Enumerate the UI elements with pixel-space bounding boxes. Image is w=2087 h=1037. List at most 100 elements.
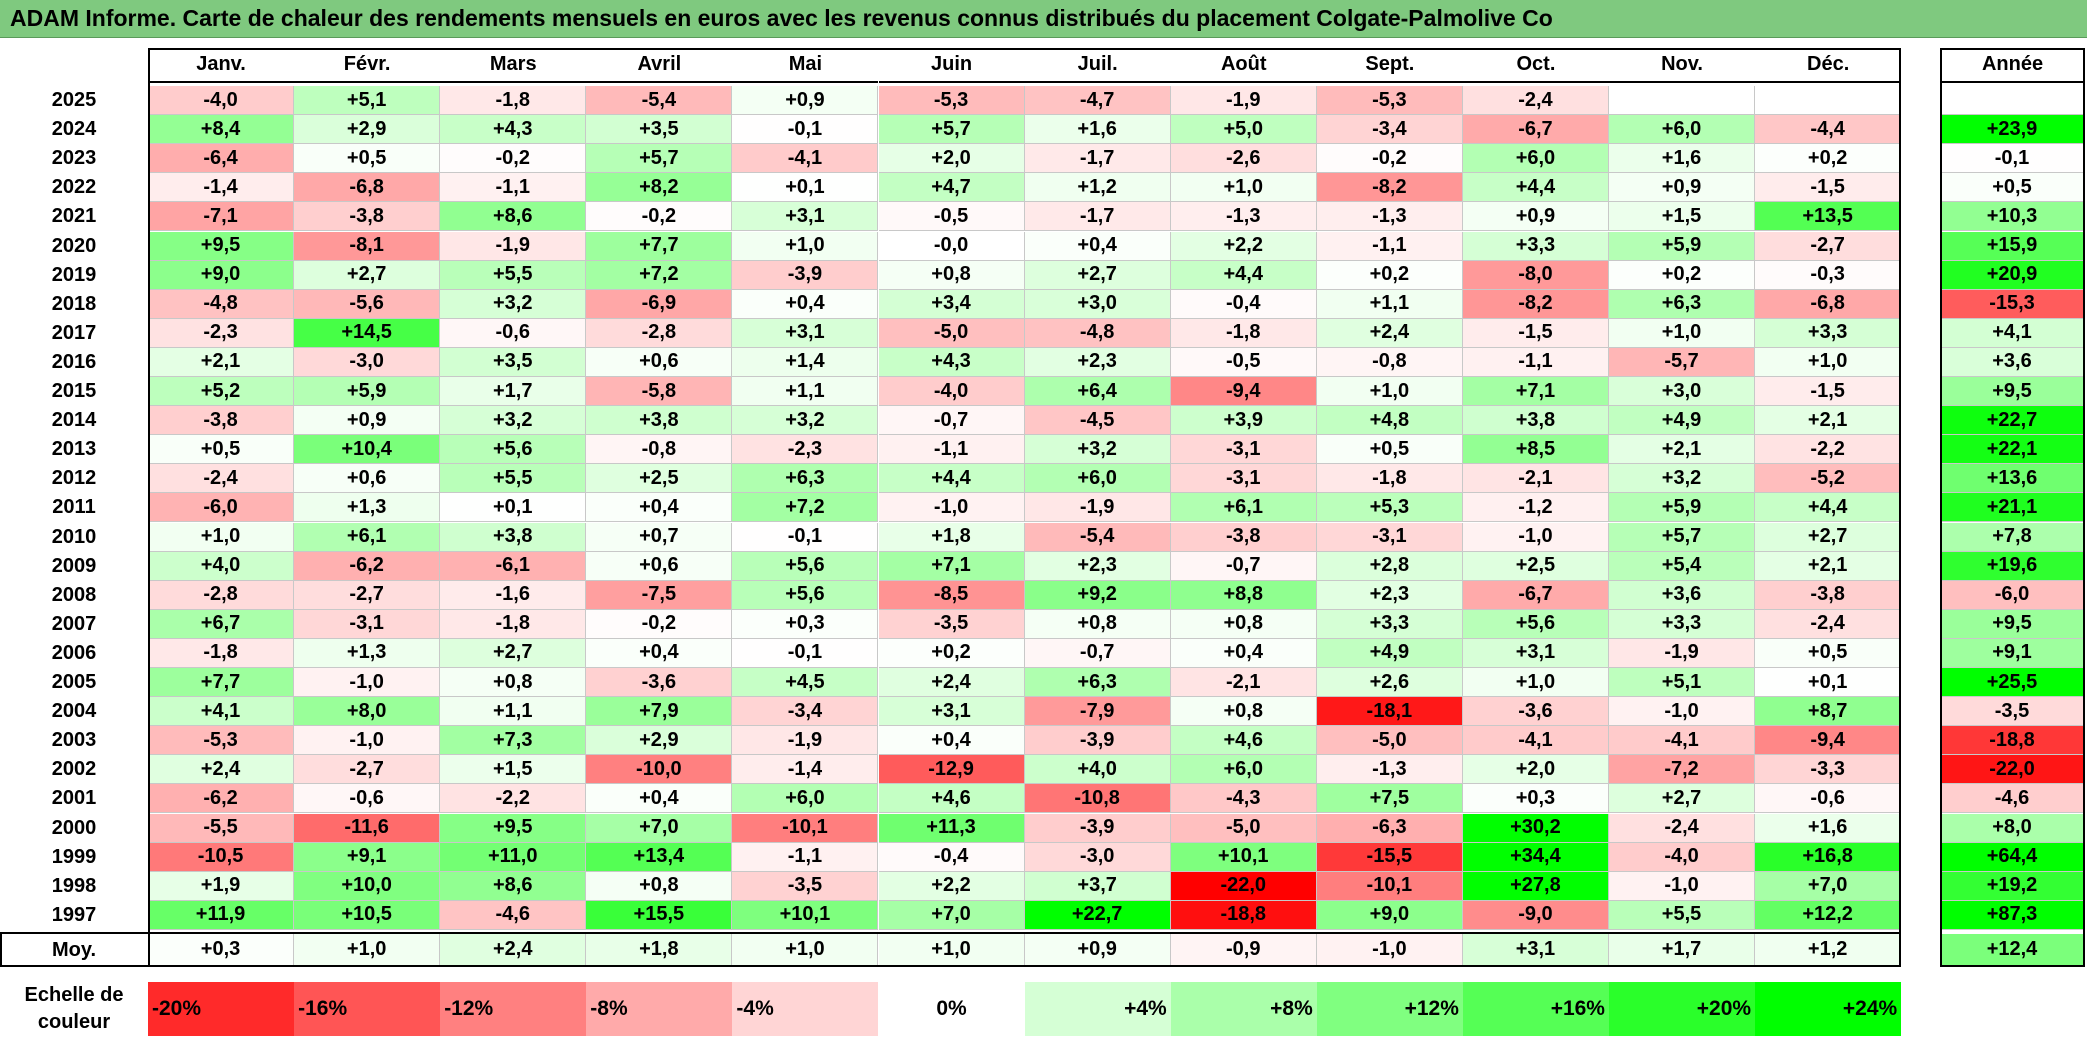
heatmap-cell: +0,4 [586,493,733,523]
heatmap-cell: +6,0 [1170,755,1317,785]
heatmap-cell: -15,5 [1316,842,1463,872]
heatmap-cell: +2,1 [1755,406,1902,436]
month-header: Mars [440,48,587,83]
heatmap-cell: +5,7 [586,144,733,174]
heatmap-cell: +0,9 [732,86,879,116]
heatmap-cell: -18,1 [1316,697,1463,727]
annual-cell: -18,8 [1940,726,2085,756]
heatmap-cell: -0,2 [1316,144,1463,174]
heatmap-cell: +3,3 [1462,231,1609,261]
heatmap-cell: -1,5 [1755,377,1902,407]
heatmap-cell: +4,6 [878,784,1025,814]
heatmap-cell: +1,2 [1024,173,1171,203]
color-scale-step: -4% [732,982,879,1036]
heatmap-cell: +3,1 [732,202,879,232]
annual-header: Année [1940,48,2085,83]
heatmap-cell: +1,6 [1609,144,1756,174]
annual-cell: +9,1 [1940,638,2085,668]
heatmap-cell: +2,7 [1609,784,1756,814]
heatmap-cell: +5,7 [878,115,1025,145]
heatmap-cell: -7,5 [586,580,733,610]
heatmap-cell: -0,0 [878,231,1025,261]
annual-cell: +20,9 [1940,260,2085,290]
heatmap-cell: +0,4 [586,784,733,814]
heatmap-cell: +4,4 [1462,173,1609,203]
heatmap-cell: -8,0 [1462,260,1609,290]
heatmap-cell: +0,6 [586,551,733,581]
heatmap-cell: +5,6 [732,551,879,581]
year-label: 2021 [0,202,148,232]
heatmap-cell: +9,0 [148,260,295,290]
heatmap-cell: +34,4 [1462,842,1609,872]
heatmap-cell: +0,9 [294,406,441,436]
heatmap-cell: +8,6 [440,202,587,232]
heatmap-cell: +3,5 [586,115,733,145]
heatmap-cell: +13,4 [586,842,733,872]
year-label: 1999 [0,842,148,872]
year-label: 2009 [0,551,148,581]
heatmap-cell: +4,3 [878,347,1025,377]
year-label: 2024 [0,115,148,145]
heatmap-cell: +22,7 [1024,900,1171,930]
heatmap-cell: -5,3 [878,86,1025,116]
average-annual-cell: +12,4 [1940,933,2085,967]
heatmap-cell: -0,1 [732,522,879,552]
heatmap-cell: -0,1 [732,115,879,145]
heatmap-cell: -1,9 [1024,493,1171,523]
heatmap-cell: +11,0 [440,842,587,872]
heatmap-cell: -6,2 [294,551,441,581]
annual-cell: +0,5 [1940,173,2085,203]
year-label: 2018 [0,289,148,319]
annual-cell: +21,1 [1940,493,2085,523]
heatmap-cell: -1,0 [294,726,441,756]
heatmap-cell: -0,7 [1170,551,1317,581]
heatmap-cell: -1,1 [1316,231,1463,261]
heatmap-cell: -10,8 [1024,784,1171,814]
heatmap-cell: -6,4 [148,144,295,174]
heatmap-cell: -3,8 [1755,580,1902,610]
heatmap-cell: -5,0 [1316,726,1463,756]
heatmap-cell: -6,9 [586,289,733,319]
year-label: 2001 [0,784,148,814]
heatmap-cell: -4,1 [732,144,879,174]
heatmap-cell: -11,6 [294,813,441,843]
heatmap-cell: -0,6 [294,784,441,814]
heatmap-cell: -1,3 [1316,755,1463,785]
annual-cell: +4,1 [1940,318,2085,348]
heatmap-cell: +4,0 [148,551,295,581]
heatmap-cell: +0,3 [732,609,879,639]
heatmap-cell: -3,4 [1316,115,1463,145]
heatmap-cell: +0,1 [1755,668,1902,698]
heatmap-cell: +1,0 [148,522,295,552]
heatmap-cell: +8,8 [1170,580,1317,610]
heatmap-cell: -0,5 [1170,347,1317,377]
heatmap-cell: +1,0 [1462,668,1609,698]
annual-cell: +8,0 [1940,813,2085,843]
year-label: 2000 [0,813,148,843]
year-label: 2004 [0,697,148,727]
annual-cell: +22,7 [1940,406,2085,436]
heatmap-cell: +4,6 [1170,726,1317,756]
heatmap-cell: +0,6 [294,464,441,494]
heatmap-cell: +5,1 [1609,668,1756,698]
heatmap-cell: -3,8 [294,202,441,232]
heatmap-cell: +2,9 [294,115,441,145]
heatmap-cell: -3,6 [586,668,733,698]
year-label: 2016 [0,347,148,377]
heatmap-cell: +5,5 [1609,900,1756,930]
heatmap-cell: +2,9 [586,726,733,756]
heatmap-cell: +8,2 [586,173,733,203]
heatmap-cell: +7,7 [586,231,733,261]
heatmap-cell: -4,7 [1024,86,1171,116]
heatmap-cell: -3,1 [294,609,441,639]
average-cell: +1,0 [732,933,879,967]
heatmap-cell: +10,5 [294,900,441,930]
heatmap-cell: -3,0 [294,347,441,377]
heatmap-cell: -0,2 [440,144,587,174]
heatmap-cell: +5,9 [1609,493,1756,523]
heatmap-cell: +8,7 [1755,697,1902,727]
average-label: Moy. [0,933,148,967]
color-scale-label-line1: Echelle de [24,984,124,1006]
heatmap-cell: -10,5 [148,842,295,872]
heatmap-cell: +6,7 [148,609,295,639]
